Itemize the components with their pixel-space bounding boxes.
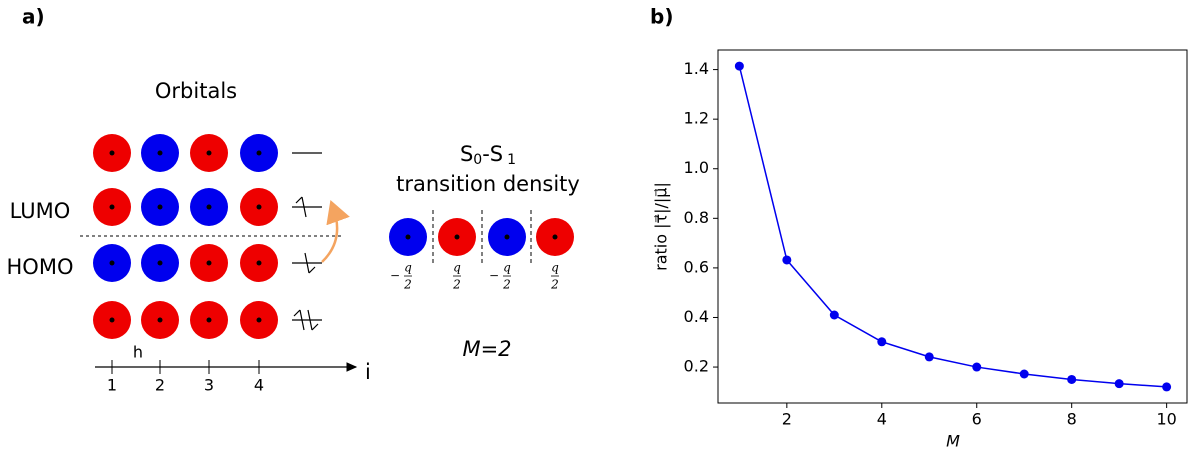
nucleus	[158, 318, 163, 323]
y-tick-label: 0.8	[684, 208, 709, 227]
site-tick-label: 3	[204, 376, 214, 395]
y-tick-label: 0.2	[684, 357, 709, 376]
plot-frame	[718, 50, 1187, 403]
index-label: i	[365, 360, 371, 384]
y-tick-label: 1.4	[684, 59, 709, 78]
charge-num: q	[404, 261, 412, 275]
y-tick-label: 0.4	[684, 307, 709, 326]
nucleus	[257, 318, 262, 323]
data-point	[1115, 379, 1124, 388]
nucleus	[110, 261, 115, 266]
nucleus	[553, 235, 558, 240]
transition-title: transition density	[396, 172, 580, 196]
charge-den: 2	[550, 278, 559, 292]
data-point	[1020, 369, 1029, 378]
nucleus	[257, 261, 262, 266]
title-part: S	[460, 142, 473, 166]
m-label: M=2	[462, 337, 511, 361]
level-label: HOMO	[7, 255, 74, 279]
nucleus	[406, 235, 411, 240]
nucleus	[257, 151, 262, 156]
charge-num: q	[551, 261, 559, 275]
excitation-arrow	[322, 207, 337, 262]
charge-num: q	[503, 261, 511, 275]
panel-label: a)	[22, 5, 45, 29]
title-sub: 1	[507, 152, 516, 168]
x-tick-label: 4	[877, 410, 887, 429]
y-tick-label: 1.0	[684, 158, 709, 177]
nucleus	[158, 151, 163, 156]
charge-den: 2	[452, 278, 461, 292]
data-point	[1067, 375, 1076, 384]
x-tick-label: 10	[1156, 410, 1176, 429]
nucleus	[158, 261, 163, 266]
site-tick-label: 2	[155, 376, 165, 395]
nucleus	[455, 235, 460, 240]
nucleus	[110, 318, 115, 323]
data-point	[877, 337, 886, 346]
charge-den: 2	[502, 278, 511, 292]
y-tick-label: 0.6	[684, 257, 709, 276]
x-tick-label: 8	[1067, 410, 1077, 429]
title-part: -S	[482, 142, 503, 166]
level-label: LUMO	[10, 199, 71, 223]
x-tick-label: 2	[782, 410, 792, 429]
x-axis-label: M	[946, 432, 960, 451]
charge-den: 2	[403, 278, 412, 292]
nucleus	[110, 205, 115, 210]
orbitals-title: Orbitals	[155, 79, 237, 103]
charge-sign: −	[390, 269, 400, 283]
data-point	[1162, 382, 1171, 391]
data-point	[925, 352, 934, 361]
spacing-label: h	[133, 343, 143, 362]
nucleus	[207, 318, 212, 323]
nucleus	[207, 151, 212, 156]
nucleus	[207, 261, 212, 266]
x-tick-label: 6	[972, 410, 982, 429]
title-sub: 0	[473, 152, 482, 168]
nucleus	[207, 205, 212, 210]
site-tick-label: 1	[107, 376, 117, 395]
y-axis-label: ratio |τ⃗|/|μ⃗|	[652, 182, 671, 271]
occupancy	[292, 153, 322, 330]
nucleus	[257, 205, 262, 210]
panel-label: b)	[650, 5, 673, 29]
transition-title: S0-S1	[460, 142, 516, 168]
nucleus	[110, 151, 115, 156]
charge-sign: −	[489, 269, 499, 283]
data-point	[972, 363, 981, 372]
data-point	[782, 255, 791, 264]
charge-num: q	[453, 261, 461, 275]
data-point	[735, 62, 744, 71]
nucleus	[158, 205, 163, 210]
nucleus	[505, 235, 510, 240]
data-point	[830, 310, 839, 319]
y-tick-label: 1.2	[684, 109, 709, 128]
site-tick-label: 4	[254, 376, 264, 395]
data-line	[739, 66, 1166, 387]
